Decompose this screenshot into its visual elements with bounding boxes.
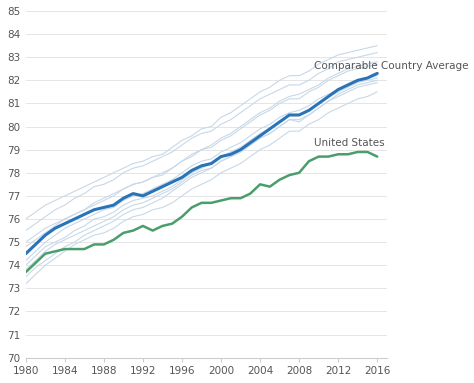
Text: Comparable Country Average: Comparable Country Average bbox=[314, 61, 468, 71]
Text: United States: United States bbox=[314, 138, 384, 148]
